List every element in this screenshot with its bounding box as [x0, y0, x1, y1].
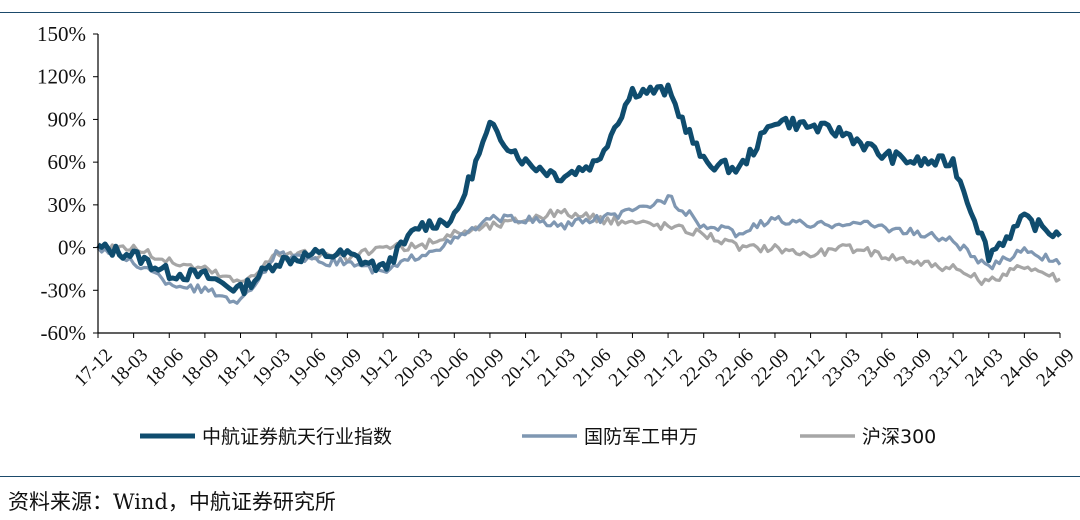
legend-label-2: 沪深300 [862, 426, 936, 448]
bottom-rule [0, 476, 1080, 477]
y-tick-label: 60% [48, 150, 87, 174]
x-tick-label: 18-12 [213, 345, 259, 391]
y-tick-label: -30% [41, 278, 87, 302]
x-tick-label: 18-09 [177, 345, 223, 391]
x-tick-label: 19-03 [249, 345, 295, 391]
x-tick-label: 22-06 [712, 345, 758, 391]
x-tick-label: 20-09 [462, 345, 508, 391]
x-tick-label: 24-09 [1032, 345, 1078, 391]
x-tick-label: 19-09 [320, 345, 366, 391]
x-tick-label: 23-12 [926, 345, 972, 391]
y-tick-label: 90% [48, 107, 87, 131]
x-tick-label: 21-06 [569, 345, 615, 391]
y-tick-label: 150% [37, 22, 86, 46]
x-tick-label: 24-06 [997, 345, 1043, 391]
series-line-0 [96, 82, 1062, 297]
x-tick-label: 20-03 [391, 345, 437, 391]
x-tick-label: 21-12 [640, 345, 686, 391]
series-lines [96, 82, 1062, 305]
x-tick-label: 22-03 [676, 345, 722, 391]
x-tick-label: 22-12 [783, 345, 829, 391]
y-axis-ticks: 150% 120% 90% 60% 30% 0% -30% -60% [37, 22, 98, 345]
x-tick-label: 18-03 [106, 345, 152, 391]
x-tick-label: 20-06 [427, 345, 473, 391]
x-tick-label: 19-12 [355, 345, 401, 391]
y-tick-label: 120% [37, 65, 86, 89]
y-tick-label: -60% [41, 321, 87, 345]
x-tick-label: 22-09 [747, 345, 793, 391]
x-axis-ticks: 17-1218-0318-0618-0918-1219-0319-0619-09… [70, 333, 1079, 391]
legend-label-1: 国防军工申万 [584, 426, 698, 448]
x-tick-label: 24-03 [961, 345, 1007, 391]
source-note: 资料来源：Wind，中航证券研究所 [8, 490, 336, 514]
x-tick-label: 23-03 [819, 345, 865, 391]
y-tick-label: 0% [58, 236, 86, 260]
x-tick-label: 21-03 [534, 345, 580, 391]
x-tick-label: 21-09 [605, 345, 651, 391]
y-tick-label: 30% [48, 193, 87, 217]
legend: 中航证券航天行业指数 国防军工申万 沪深300 [140, 426, 936, 448]
x-tick-label: 18-06 [142, 345, 188, 391]
x-tick-label: 17-12 [70, 345, 116, 391]
legend-label-0: 中航证券航天行业指数 [202, 426, 392, 448]
x-tick-label: 19-06 [284, 345, 330, 391]
x-tick-label: 23-06 [854, 345, 900, 391]
x-tick-label: 23-09 [890, 345, 936, 391]
top-rule [0, 12, 1080, 13]
x-tick-label: 20-12 [498, 345, 544, 391]
